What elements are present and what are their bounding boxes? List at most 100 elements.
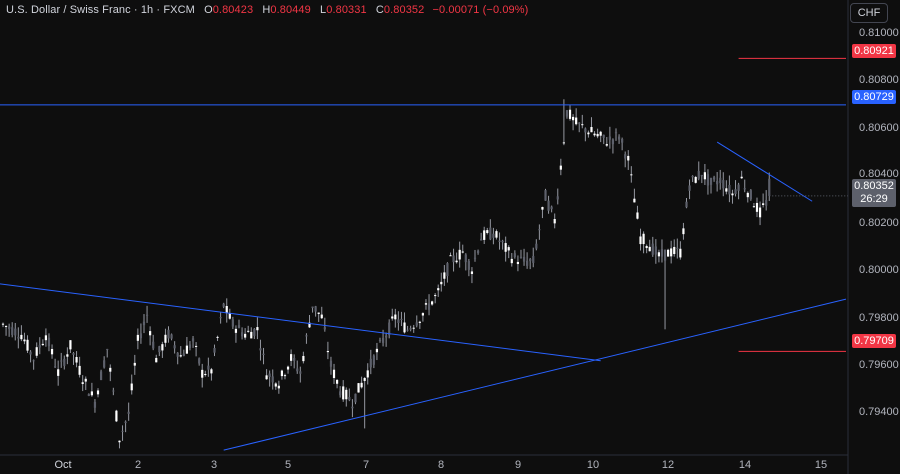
candle-body <box>207 365 210 370</box>
candle-body <box>302 355 305 362</box>
candle-body <box>283 375 287 377</box>
candle-body <box>63 358 66 366</box>
candle-body <box>621 138 624 143</box>
candle-body <box>412 327 415 329</box>
candle-body <box>247 330 250 332</box>
candle-body <box>685 201 688 208</box>
open-value: 0.80423 <box>212 4 254 16</box>
candle-body <box>323 327 326 330</box>
candle-body <box>728 184 731 195</box>
candle-body <box>654 246 657 255</box>
candle-body <box>602 134 605 138</box>
candle-body <box>191 338 195 342</box>
candle-body <box>99 371 103 381</box>
candle-body <box>176 352 179 357</box>
candle-body <box>768 178 771 196</box>
candle-body <box>237 325 241 328</box>
high-value: 0.80449 <box>270 4 311 16</box>
candle-body <box>461 251 464 253</box>
trendline-descending <box>0 283 601 362</box>
candle-body <box>651 243 654 255</box>
candle-body <box>553 218 556 224</box>
candle-body <box>522 256 526 262</box>
candle-body <box>293 357 296 361</box>
last-price-value: 0.80352 <box>854 180 894 192</box>
candle-body <box>348 397 351 401</box>
candle-body <box>593 133 596 136</box>
candle-body <box>244 333 247 338</box>
candle-body <box>54 366 57 368</box>
candle-body <box>84 378 87 382</box>
candle-body <box>483 230 486 240</box>
candle-body <box>72 352 75 355</box>
candle-body <box>311 306 314 309</box>
candle-body <box>639 236 642 245</box>
symbol-title[interactable]: U.S. Dollar / Swiss Franc · 1h · FXCM <box>6 4 195 16</box>
candle-body <box>335 379 339 384</box>
candle-body <box>581 124 584 126</box>
candle-body <box>596 133 599 137</box>
candle-body <box>556 196 559 200</box>
candle-body <box>633 198 636 203</box>
candle-body <box>703 172 706 180</box>
candle-body <box>290 354 293 361</box>
candle-body <box>452 255 455 263</box>
candle-body <box>256 327 259 331</box>
candle-body <box>385 335 388 338</box>
candle-body <box>630 174 633 176</box>
candle-body <box>568 109 572 119</box>
candle-body <box>538 229 541 231</box>
candle-body <box>103 360 106 368</box>
candle-body <box>155 357 158 363</box>
candle-body <box>118 440 121 443</box>
change-value: −0.00071 (−0.09%) <box>432 4 529 16</box>
close-value: 0.80352 <box>383 4 425 16</box>
candle-body <box>565 110 569 117</box>
candle-body <box>11 327 14 335</box>
candle-body <box>636 212 639 219</box>
candle-body <box>78 365 81 375</box>
candle-body <box>259 348 262 351</box>
candle-body <box>60 360 63 362</box>
trendline-short-descending <box>716 141 813 202</box>
low-value: 0.80331 <box>326 4 367 16</box>
candle-body <box>716 180 719 185</box>
candle-body <box>722 180 725 189</box>
currency-button[interactable]: CHF <box>850 3 888 23</box>
candle-body <box>308 322 311 328</box>
candle-body <box>746 192 749 198</box>
candle-body <box>470 271 474 274</box>
candle-body <box>360 382 363 388</box>
candle-body <box>700 174 703 177</box>
candle-body <box>222 303 225 307</box>
candle-body <box>617 136 621 140</box>
candle-body <box>740 176 743 179</box>
time-label: 10 <box>586 459 600 471</box>
candle-body <box>152 341 155 349</box>
candle-body <box>663 249 667 261</box>
candle-body <box>339 391 342 396</box>
candle-body <box>443 272 446 279</box>
candle-body <box>694 176 697 183</box>
candle-body <box>194 345 198 347</box>
candle-body <box>317 312 320 314</box>
candle-body <box>691 175 694 178</box>
candle-body <box>250 331 253 339</box>
candle-body <box>320 314 323 319</box>
candle-body <box>492 233 495 238</box>
candle-body <box>611 139 615 145</box>
last-price-badge: 0.80352 26:29 <box>852 179 896 207</box>
candle-body <box>41 343 44 346</box>
candle-body <box>47 337 51 347</box>
candle-body <box>4 326 8 328</box>
candle-body <box>158 346 161 353</box>
candle-body <box>90 391 93 396</box>
candle-body <box>268 373 271 377</box>
candle-body <box>535 243 538 249</box>
price-tick: 0.79400 <box>859 406 899 418</box>
candle-body <box>608 136 611 140</box>
candle-body <box>35 347 38 356</box>
price-tick: 0.79800 <box>859 312 899 324</box>
time-label: 8 <box>437 459 445 471</box>
